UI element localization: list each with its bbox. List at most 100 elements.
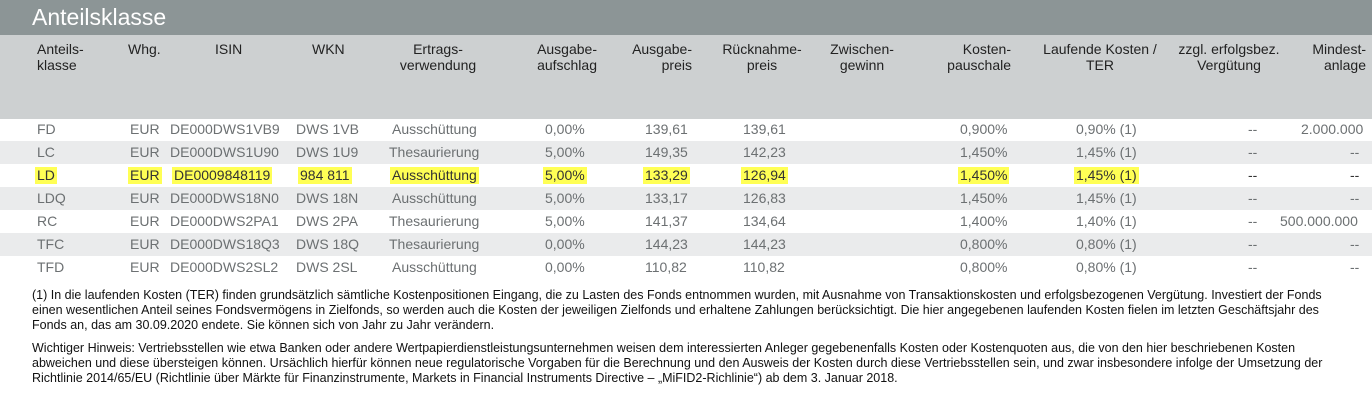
cell-aufschlag: 5,00% xyxy=(543,167,587,184)
cell-pauschale: 1,450% xyxy=(958,167,1010,184)
header-zwischen-line2: gewinn xyxy=(839,57,885,73)
cell-pauschale: 0,800% xyxy=(960,259,1008,275)
cell-pauschale: 0,800% xyxy=(960,236,1008,252)
cell-erfolg: -- xyxy=(1248,190,1258,206)
header-ertrag-line1: Ertrags- xyxy=(413,41,463,57)
cell-ausgabepreis: 139,61 xyxy=(645,121,688,137)
cell-mindestanlage: -- xyxy=(1350,144,1360,160)
cell-aufschlag: 0,00% xyxy=(545,236,585,252)
header-mindest-line2: anlage xyxy=(1323,57,1366,73)
table-row: LDQ EUR DE000DWS18N0 DWS 18N Ausschüttun… xyxy=(0,187,1372,210)
table-row: TFC EUR DE000DWS18Q3 DWS 18Q Thesaurieru… xyxy=(0,233,1372,256)
header-ter-line1: Laufende Kosten / xyxy=(1043,41,1157,57)
header-mindest-line1: Mindest- xyxy=(1312,41,1366,57)
header-ter-line2: TER xyxy=(1086,57,1114,73)
cell-wkn: DWS 2SL xyxy=(296,259,358,275)
cell-ruecknahmepreis: 110,82 xyxy=(743,259,785,275)
cell-wkn: DWS 18Q xyxy=(296,236,360,252)
header-anteilsklasse-line2: klasse xyxy=(37,57,77,73)
cell-ruecknahmepreis: 126,94 xyxy=(741,167,788,184)
cell-pauschale: 1,450% xyxy=(960,190,1008,206)
header-ruecknahmepreis: Rücknahme- preis xyxy=(712,41,812,73)
header-wkn: WKN xyxy=(312,41,345,57)
cell-ertrag: Ausschüttung xyxy=(392,121,477,137)
cell-isin: DE000DWS2SL2 xyxy=(170,259,279,275)
cell-ruecknahmepreis: 126,83 xyxy=(743,190,786,206)
header-ausgabepreis: Ausgabe- preis xyxy=(610,41,692,73)
table-row: FD EUR DE000DWS1VB9 DWS 1VB Ausschüttung… xyxy=(0,118,1372,141)
cell-aufschlag: 5,00% xyxy=(545,144,585,160)
cell-aufschlag: 5,00% xyxy=(545,190,585,206)
header-zwischen-line1: Zwischen- xyxy=(830,41,894,57)
cell-klasse: FD xyxy=(37,121,56,137)
cell-klasse: RC xyxy=(37,213,58,229)
cell-whg: EUR xyxy=(130,236,160,252)
header-ruecknahme-line1: Rücknahme- xyxy=(722,41,802,57)
header-mindestanlage: Mindest- anlage xyxy=(1280,41,1366,73)
header-ruecknahme-line2: preis xyxy=(746,57,778,73)
header-erfolgsverguetung: zzgl. erfolgsbez. Vergütung xyxy=(1168,41,1290,73)
header-ausgabepreis-line1: Ausgabe- xyxy=(632,41,692,57)
cell-ter: 1,45% (1) xyxy=(1076,144,1137,160)
cell-erfolg: -- xyxy=(1248,167,1258,183)
cell-wkn: DWS 1U9 xyxy=(296,144,359,160)
cell-whg: EUR xyxy=(130,259,160,275)
cell-ausgabepreis: 133,17 xyxy=(645,190,688,206)
cell-ertrag: Thesaurierung xyxy=(389,213,480,229)
cell-wkn: DWS 2PA xyxy=(296,213,358,229)
cell-klasse: LC xyxy=(37,144,55,160)
cell-ter: 0,90% (1) xyxy=(1076,121,1137,137)
cell-isin: DE000DWS1VB9 xyxy=(170,121,280,137)
table-row: LC EUR DE000DWS1U90 DWS 1U9 Thesaurierun… xyxy=(0,141,1372,164)
cell-ter: 1,40% (1) xyxy=(1076,213,1137,229)
cell-erfolg: -- xyxy=(1248,213,1258,229)
cell-isin: DE000DWS1U90 xyxy=(170,144,279,160)
cell-whg: EUR xyxy=(130,213,160,229)
cell-erfolg: -- xyxy=(1248,236,1258,252)
header-ausgabeaufschlag: Ausgabe- aufschlag xyxy=(505,41,597,73)
cell-ruecknahmepreis: 134,64 xyxy=(743,213,786,229)
cell-whg: EUR xyxy=(130,144,160,160)
header-erfolg-line1: zzgl. erfolgsbez. xyxy=(1178,41,1280,57)
cell-ter: 1,45% (1) xyxy=(1074,167,1139,184)
cell-mindestanlage: 2.000.000 xyxy=(1301,121,1364,137)
table-header xyxy=(0,35,1372,119)
cell-ausgabepreis: 149,35 xyxy=(645,144,688,160)
section-title-bar: Anteilsklasse xyxy=(0,0,1372,35)
cell-isin: DE000DWS18Q3 xyxy=(170,236,280,252)
header-kostenpauschale: Kosten- pauschale xyxy=(925,41,1011,73)
cell-erfolg: -- xyxy=(1248,259,1258,275)
cell-ertrag: Ausschüttung xyxy=(390,167,479,184)
cell-whg: EUR xyxy=(130,121,160,137)
cell-isin: DE000DWS18N0 xyxy=(170,190,279,206)
header-anteilsklasse: Anteils- klasse xyxy=(37,41,84,73)
cell-ter: 1,45% (1) xyxy=(1076,190,1137,206)
cell-ausgabepreis: 110,82 xyxy=(645,259,687,275)
cell-aufschlag: 0,00% xyxy=(545,259,585,275)
cell-ausgabepreis: 133,29 xyxy=(643,167,690,184)
important-notice: Wichtiger Hinweis: Vertriebsstellen wie … xyxy=(32,341,1323,385)
cell-aufschlag: 5,00% xyxy=(545,213,585,229)
header-ter: Laufende Kosten / TER xyxy=(1030,41,1170,73)
header-kosten-line1: Kosten- xyxy=(962,41,1011,57)
header-ertragsverwendung: Ertrags- verwendung xyxy=(383,41,493,73)
cell-pauschale: 1,450% xyxy=(960,144,1008,160)
cell-whg: EUR xyxy=(130,190,160,206)
cell-klasse: LD xyxy=(35,167,57,184)
cell-aufschlag: 0,00% xyxy=(545,121,585,137)
footnote-ter: (1) In die laufenden Kosten (TER) finden… xyxy=(32,288,1322,332)
header-aufschlag-line2: aufschlag xyxy=(537,57,597,73)
header-anteilsklasse-line1: Anteils- xyxy=(37,41,84,57)
footnotes: (1) In die laufenden Kosten (TER) finden… xyxy=(32,288,1352,394)
header-isin: ISIN xyxy=(215,41,243,57)
header-ertrag-line2: verwendung xyxy=(399,57,477,73)
cell-klasse: LDQ xyxy=(37,190,66,206)
table-row-highlighted: LD EUR DE0009848119 984 811 Ausschüttung… xyxy=(0,164,1372,187)
cell-ertrag: Thesaurierung xyxy=(389,236,480,252)
table-row: RC EUR DE000DWS2PA1 DWS 2PA Thesaurierun… xyxy=(0,210,1372,233)
cell-mindestanlage: -- xyxy=(1350,190,1360,206)
cell-isin: DE0009848119 xyxy=(172,167,273,184)
cell-ertrag: Thesaurierung xyxy=(389,144,480,160)
cell-isin: DE000DWS2PA1 xyxy=(170,213,279,229)
cell-klasse: TFC xyxy=(37,236,65,252)
